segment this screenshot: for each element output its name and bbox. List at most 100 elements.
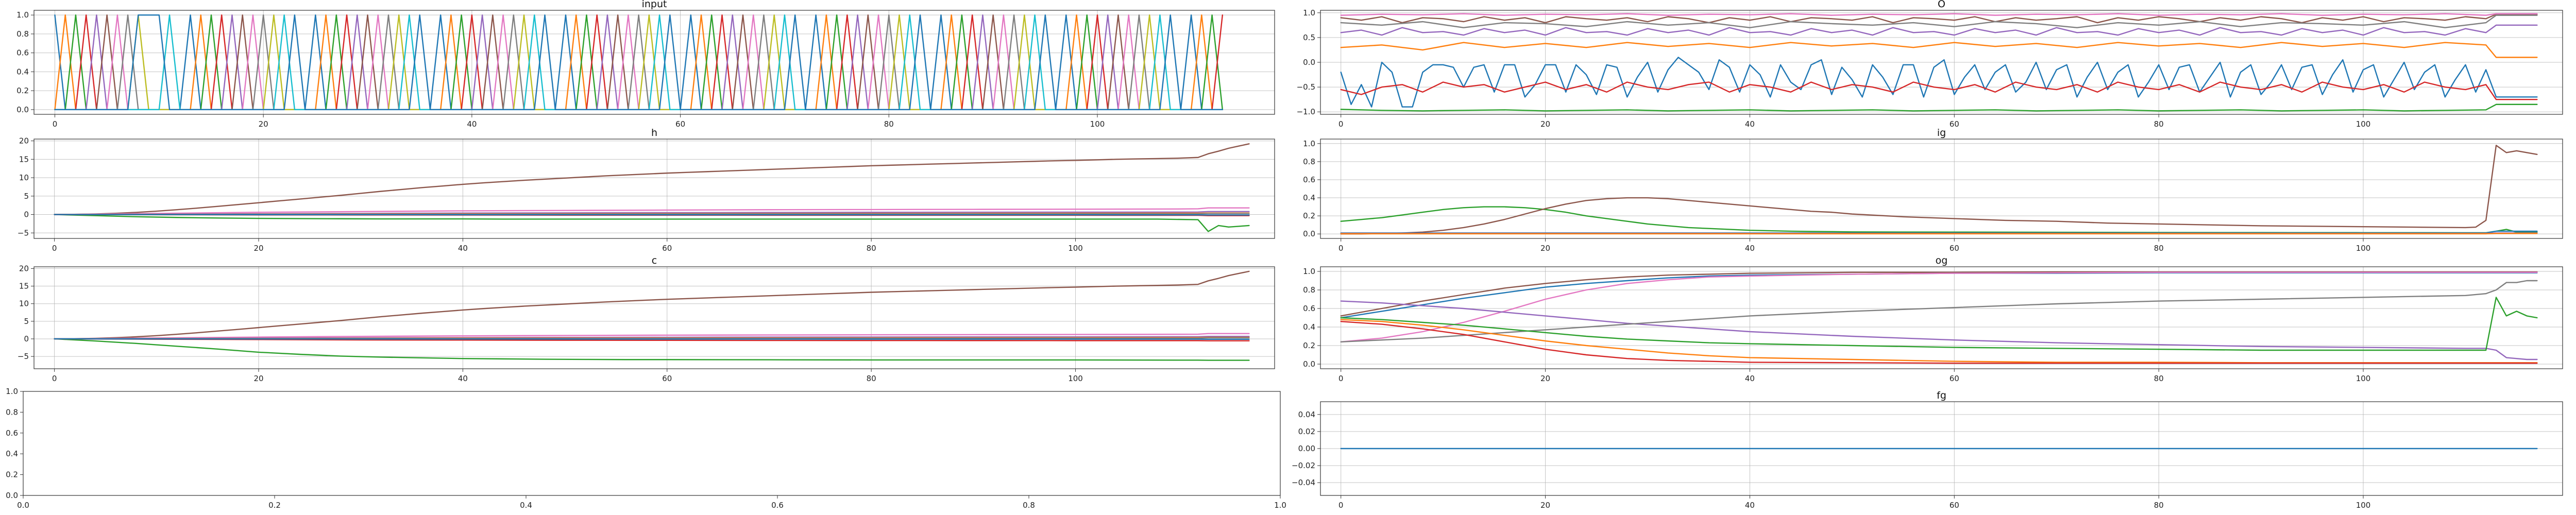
chart-panel-4: 0 20 40 60 80 100 −5 0 5 10 15 20 c	[18, 255, 1275, 383]
x-tick-label: 0	[1338, 244, 1344, 253]
y-tick-label: 5	[24, 192, 29, 201]
chart-title: fg	[1937, 390, 1946, 401]
chart-panel-7: 0 20 40 60 80 100 −0.04 −0.02 0.00 0.02 0.04 fg	[1292, 390, 2563, 510]
x-tick-label: 40	[458, 374, 468, 383]
y-tick-label: 0.0	[1303, 58, 1315, 67]
y-tick-label: 0.2	[1303, 341, 1315, 350]
y-tick-label: 5	[24, 317, 29, 326]
y-tick-label: −0.04	[1292, 478, 1315, 487]
y-tick-label: 0	[24, 210, 29, 219]
x-tick-label: 0	[1338, 374, 1344, 383]
y-tick-label: 0.6	[1303, 304, 1315, 313]
y-tick-label: 0.6	[6, 428, 18, 438]
x-tick-label: 20	[1540, 244, 1550, 253]
series-line-6	[1340, 13, 2538, 16]
x-tick-label: 1.0	[1274, 501, 1286, 510]
x-tick-label: 20	[1540, 119, 1550, 129]
x-tick-label: 80	[867, 374, 876, 383]
series-line-0	[1340, 57, 2538, 108]
chart-title: h	[651, 127, 657, 139]
x-tick-label: 20	[259, 119, 268, 129]
series-line-6	[54, 338, 1250, 341]
axes-frame	[1320, 266, 2563, 369]
series-line-3	[1340, 81, 2538, 100]
x-tick-label: 20	[253, 374, 263, 383]
x-tick-label: 60	[675, 119, 685, 129]
y-tick-label: 0.2	[16, 86, 29, 95]
y-tick-label: 0.8	[6, 407, 18, 417]
y-tick-label: 0.0	[16, 105, 29, 114]
y-tick-label: 0.8	[16, 29, 29, 39]
series-line-2	[54, 333, 1250, 340]
axes-frame	[23, 391, 1281, 496]
plot-area	[34, 267, 1275, 369]
x-tick-label: 0	[1338, 501, 1344, 510]
x-tick-label: 100	[2356, 244, 2371, 253]
x-tick-label: 20	[253, 244, 263, 253]
y-tick-label: 0.6	[1303, 175, 1315, 184]
series-line-0	[54, 270, 1250, 340]
series-line-2	[54, 207, 1250, 215]
y-tick-label: 10	[19, 299, 29, 308]
y-tick-label: 1.0	[1303, 8, 1315, 18]
series-line-10	[54, 14, 1224, 111]
x-tick-label: 80	[2154, 244, 2164, 253]
y-tick-label: 0.4	[6, 449, 18, 458]
y-tick-label: 20	[19, 264, 29, 273]
y-tick-label: 0.00	[1298, 444, 1315, 453]
chart-panel-6: 0.0 0.2 0.4 0.6 0.8 1.0 0.0 0.2 0.4 0.6 0.8 1.0	[6, 387, 1286, 510]
series-line-4	[1340, 233, 2538, 235]
x-tick-label: 80	[867, 244, 876, 253]
x-tick-label: 40	[467, 119, 477, 129]
x-tick-label: 80	[2154, 374, 2164, 383]
y-tick-label: 0	[24, 334, 29, 344]
axes-frame	[33, 10, 1275, 115]
y-tick-label: 15	[19, 282, 29, 291]
x-tick-label: 0	[52, 244, 57, 253]
x-tick-label: 60	[1950, 119, 1959, 129]
y-tick-label: 0.6	[16, 48, 29, 58]
y-tick-label: 0.4	[16, 67, 29, 76]
plot-area	[34, 139, 1275, 238]
y-tick-label: 1.0	[6, 387, 18, 396]
chart-title: O	[1938, 0, 1945, 10]
series-line-4	[1340, 280, 2538, 342]
y-tick-label: −0.5	[1297, 82, 1315, 92]
y-tick-label: 0.0	[6, 491, 18, 500]
axes-frame	[33, 139, 1275, 239]
series-line-4	[1340, 24, 2538, 36]
x-tick-label: 40	[1745, 119, 1755, 129]
y-tick-label: 0.5	[1303, 33, 1315, 42]
chart-title: c	[652, 255, 657, 266]
series-line-2	[1340, 104, 2538, 112]
y-tick-label: −0.02	[1292, 461, 1315, 470]
x-tick-label: 0	[52, 374, 57, 383]
chart-title: input	[642, 0, 667, 10]
x-tick-label: 20	[1540, 501, 1550, 510]
series-line-7	[1340, 14, 2538, 28]
chart-panel-1: 0 20 40 60 80 100 −1.0 −0.5 0.0 0.5 1.0 O	[1297, 0, 2563, 129]
series-line-1	[54, 214, 1250, 232]
x-tick-label: 100	[2356, 119, 2371, 129]
series-line-2	[1340, 271, 2538, 342]
series-line-5	[1340, 13, 2538, 24]
y-tick-label: 1.0	[1303, 267, 1315, 276]
x-tick-label: 40	[1745, 244, 1755, 253]
x-tick-label: 60	[1950, 501, 1959, 510]
x-tick-label: 60	[1950, 244, 1959, 253]
y-tick-label: 10	[19, 173, 29, 182]
y-tick-label: 0.2	[1303, 211, 1315, 220]
x-tick-label: 60	[662, 374, 672, 383]
axes-frame	[33, 266, 1275, 369]
y-tick-label: 0.02	[1298, 427, 1315, 436]
series-line-3	[1340, 300, 2538, 360]
x-tick-label: 40	[458, 244, 468, 253]
y-tick-label: 1.0	[16, 10, 29, 20]
y-tick-label: 0.8	[1303, 157, 1315, 166]
x-tick-label: 0.4	[520, 501, 532, 510]
x-tick-label: 100	[1068, 374, 1083, 383]
y-tick-label: 0.04	[1298, 410, 1315, 419]
y-tick-label: 1.0	[1303, 139, 1315, 148]
x-tick-label: 20	[1540, 374, 1550, 383]
x-tick-label: 0.2	[268, 501, 281, 510]
